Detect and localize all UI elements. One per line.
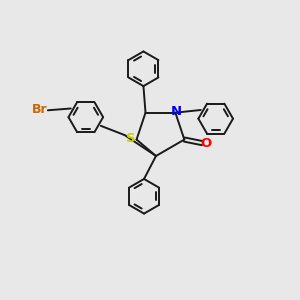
Text: O: O: [201, 136, 212, 150]
Text: N: N: [170, 105, 182, 118]
Text: Br: Br: [32, 103, 47, 116]
Text: S: S: [126, 132, 136, 145]
